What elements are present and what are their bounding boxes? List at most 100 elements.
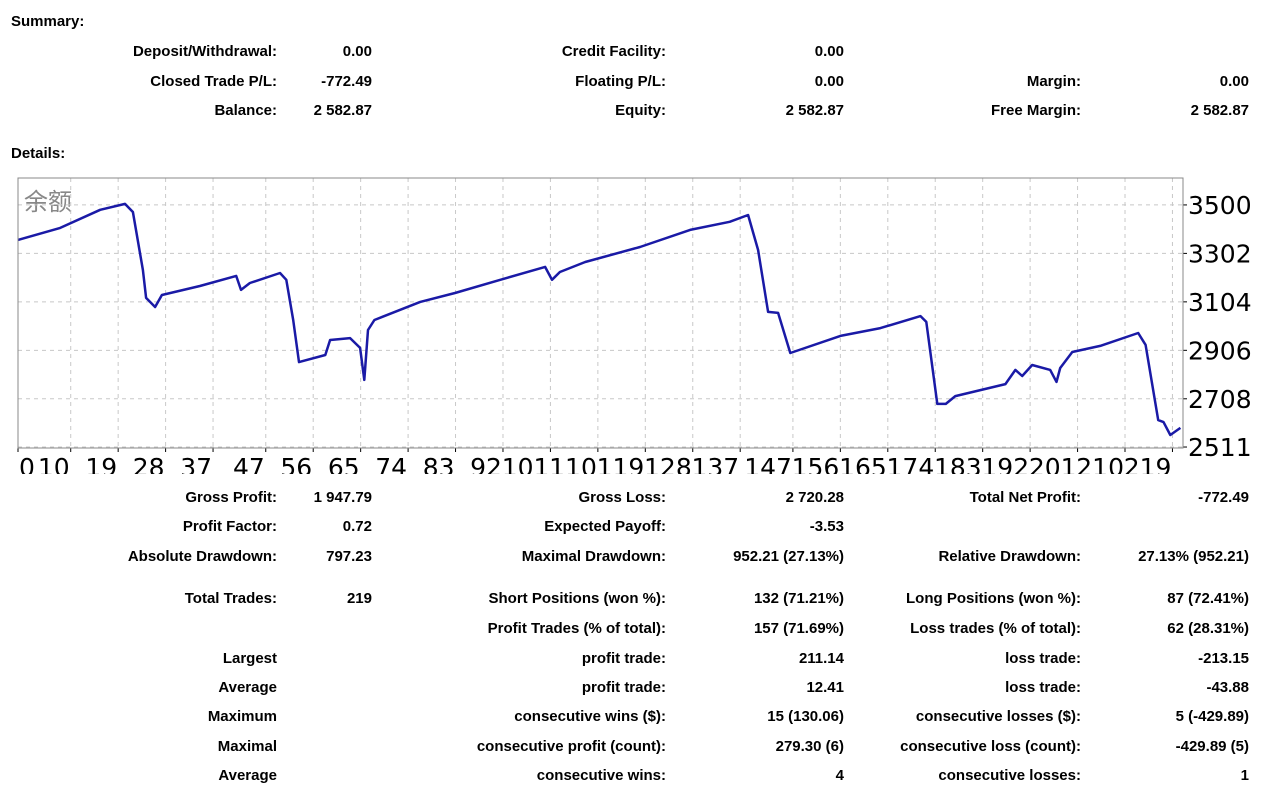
field-label: loss trade: bbox=[1005, 650, 1081, 667]
field-label: Absolute Drawdown: bbox=[128, 548, 277, 565]
field-label: profit trade: bbox=[582, 650, 666, 667]
field-label: Credit Facility: bbox=[562, 43, 666, 60]
field-value: 1 947.79 bbox=[314, 489, 372, 506]
field-value: 0.00 bbox=[343, 43, 372, 60]
chart-title: 余额 bbox=[24, 188, 72, 216]
y-tick-label: 2708 bbox=[1188, 385, 1252, 414]
x-tick-label: 0 bbox=[19, 453, 35, 482]
y-tick-label: 2511 bbox=[1188, 433, 1252, 462]
x-tick-label: 156 bbox=[792, 453, 840, 482]
field-value: 62 (28.31%) bbox=[1167, 620, 1249, 637]
field-value: 2 582.87 bbox=[314, 102, 372, 119]
field-label: Maximum bbox=[208, 708, 277, 725]
x-tick-label: 219 bbox=[1124, 453, 1172, 482]
field-value: 0.72 bbox=[343, 518, 372, 535]
balance-line bbox=[17, 202, 1182, 437]
field-value: 12.41 bbox=[806, 679, 844, 696]
x-tick-label: 37 bbox=[180, 453, 212, 482]
x-tick-label: 192 bbox=[981, 453, 1029, 482]
field-value: 27.13% (952.21) bbox=[1138, 548, 1249, 565]
field-label: Average bbox=[218, 679, 277, 696]
field-value: -213.15 bbox=[1198, 650, 1249, 667]
field-value: 211.14 bbox=[799, 650, 845, 667]
field-label: consecutive loss (count): bbox=[900, 738, 1081, 755]
field-label: Profit Trades (% of total): bbox=[488, 620, 666, 637]
x-tick-label: 10 bbox=[38, 453, 70, 482]
field-value: 0.00 bbox=[1220, 73, 1249, 90]
field-value: 87 (72.41%) bbox=[1167, 590, 1249, 607]
field-label: Maximal bbox=[218, 738, 277, 755]
x-tick-label: 47 bbox=[233, 453, 265, 482]
field-value: 157 (71.69%) bbox=[754, 620, 844, 637]
field-value: 15 (130.06) bbox=[767, 708, 844, 725]
field-label: Maximal Drawdown: bbox=[522, 548, 666, 565]
field-label: Relative Drawdown: bbox=[938, 548, 1081, 565]
field-value: 2 582.87 bbox=[786, 102, 844, 119]
field-value: -3.53 bbox=[810, 518, 844, 535]
field-value: 0.00 bbox=[815, 43, 844, 60]
field-label: Balance: bbox=[214, 102, 277, 119]
y-tick-label: 3104 bbox=[1188, 288, 1252, 317]
field-label: Closed Trade P/L: bbox=[150, 73, 277, 90]
x-tick-label: 147 bbox=[744, 453, 792, 482]
field-label: Long Positions (won %): bbox=[906, 590, 1081, 607]
field-value: 4 bbox=[836, 767, 845, 784]
x-tick-label: 137 bbox=[691, 453, 739, 482]
y-tick-label: 3302 bbox=[1188, 239, 1252, 268]
x-tick-label: 19 bbox=[85, 453, 117, 482]
x-tick-label: 92 bbox=[470, 453, 502, 482]
field-value: -429.89 (5) bbox=[1176, 738, 1249, 755]
field-label: profit trade: bbox=[582, 679, 666, 696]
field-value: 5 (-429.89) bbox=[1176, 708, 1249, 725]
field-label: Gross Loss: bbox=[578, 489, 666, 506]
field-label: consecutive wins: bbox=[537, 767, 666, 784]
y-tick-label: 2906 bbox=[1188, 336, 1252, 365]
x-tick-label: 56 bbox=[280, 453, 312, 482]
x-tick-label: 101 bbox=[502, 453, 550, 482]
field-label: Loss trades (% of total): bbox=[910, 620, 1081, 637]
field-label: consecutive losses: bbox=[938, 767, 1081, 784]
field-label: Profit Factor: bbox=[183, 518, 277, 535]
x-tick-label: 183 bbox=[934, 453, 982, 482]
field-label: consecutive losses ($): bbox=[916, 708, 1081, 725]
x-tick-label: 119 bbox=[597, 453, 645, 482]
field-value: 952.21 (27.13%) bbox=[733, 548, 844, 565]
field-label: loss trade: bbox=[1005, 679, 1081, 696]
field-value: 219 bbox=[347, 590, 372, 607]
details-heading: Details: bbox=[11, 145, 65, 162]
x-tick-label: 174 bbox=[887, 453, 935, 482]
x-tick-label: 165 bbox=[839, 453, 887, 482]
x-tick-label: 110 bbox=[549, 453, 597, 482]
field-value: 132 (71.21%) bbox=[754, 590, 844, 607]
summary-heading: Summary: bbox=[11, 13, 84, 30]
field-value: 2 720.28 bbox=[786, 489, 844, 506]
field-label: Average bbox=[218, 767, 277, 784]
x-tick-label: 74 bbox=[375, 453, 407, 482]
field-label: Deposit/Withdrawal: bbox=[133, 43, 277, 60]
field-label: Short Positions (won %): bbox=[489, 590, 667, 607]
x-tick-label: 210 bbox=[1076, 453, 1124, 482]
field-label: Floating P/L: bbox=[575, 73, 666, 90]
field-label: consecutive wins ($): bbox=[514, 708, 666, 725]
field-label: Margin: bbox=[1027, 73, 1081, 90]
field-value: 279.30 (6) bbox=[776, 738, 844, 755]
field-label: consecutive profit (count): bbox=[477, 738, 666, 755]
chart-area bbox=[17, 177, 1184, 449]
field-label: Largest bbox=[223, 650, 277, 667]
field-value: 2 582.87 bbox=[1191, 102, 1249, 119]
field-label: Total Net Profit: bbox=[970, 489, 1081, 506]
field-label: Equity: bbox=[615, 102, 666, 119]
x-tick-label: 128 bbox=[644, 453, 692, 482]
x-tick-label: 201 bbox=[1029, 453, 1077, 482]
x-tick-label: 28 bbox=[133, 453, 165, 482]
field-value: 1 bbox=[1241, 767, 1249, 784]
field-value: 0.00 bbox=[815, 73, 844, 90]
field-value: -43.88 bbox=[1206, 679, 1249, 696]
x-tick-label: 65 bbox=[328, 453, 360, 482]
field-label: Total Trades: bbox=[185, 590, 277, 607]
field-label: Gross Profit: bbox=[185, 489, 277, 506]
x-axis-labels: 0 10 19 28 37 47 56 65 74 83 92 101 110 119 128 137 147 1… bbox=[19, 453, 1172, 482]
field-label: Free Margin: bbox=[991, 102, 1081, 119]
field-value: -772.49 bbox=[1198, 489, 1249, 506]
